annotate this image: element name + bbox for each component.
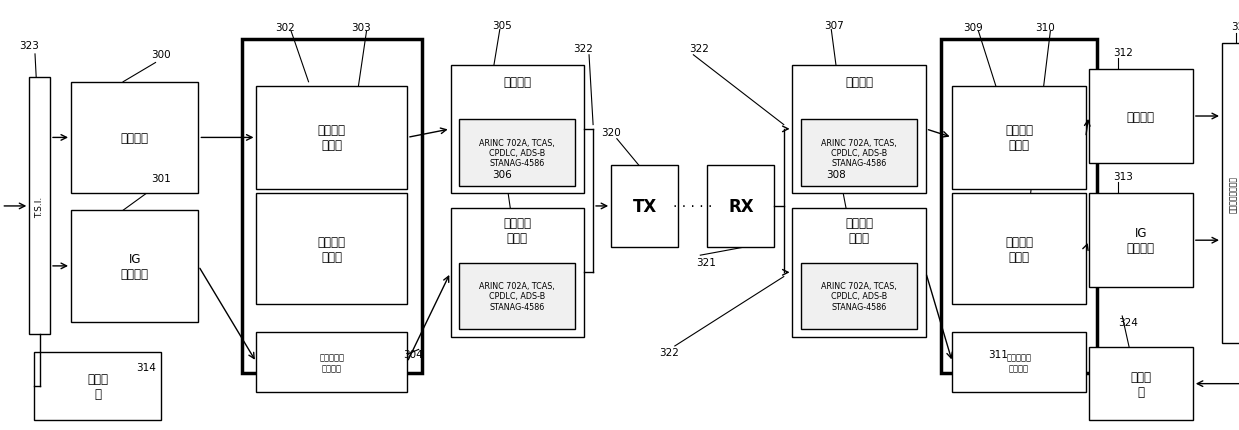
Text: IG
配置参数: IG 配置参数 [120, 252, 149, 280]
Bar [1222, 44, 1239, 343]
Text: 飞机意
图: 飞机意 图 [1130, 370, 1151, 398]
Text: 飞行计划
编码器: 飞行计划 编码器 [317, 124, 346, 152]
Bar [793, 65, 926, 194]
Text: 飞行意图: 飞行意图 [1126, 110, 1155, 123]
Text: 313: 313 [1114, 172, 1134, 181]
Text: 308: 308 [826, 169, 846, 179]
Text: T.S.I.: T.S.I. [35, 196, 45, 217]
Text: 320: 320 [601, 128, 621, 138]
Text: 飞行计划: 飞行计划 [845, 76, 873, 89]
Text: TX: TX [633, 197, 657, 215]
Bar [802, 120, 917, 186]
Text: 309: 309 [963, 23, 983, 33]
Bar [33, 352, 161, 420]
Text: 321: 321 [696, 257, 716, 267]
Text: ARINC 702A, TCAS,
CPDLC, ADS-B
STANAG-4586: ARINC 702A, TCAS, CPDLC, ADS-B STANAG-45… [821, 281, 897, 311]
Text: 高图生成基础架构: 高图生成基础架构 [1229, 175, 1238, 212]
Bar [953, 87, 1085, 189]
Text: 301: 301 [151, 174, 171, 184]
Text: 324: 324 [1118, 318, 1137, 328]
Bar [1089, 194, 1193, 288]
Text: 304: 304 [403, 349, 422, 359]
Bar [242, 40, 421, 373]
Text: ARINC 702A, TCAS,
CPDLC, ADS-B
STANAG-4586: ARINC 702A, TCAS, CPDLC, ADS-B STANAG-45… [479, 281, 555, 311]
Text: 310: 310 [1035, 23, 1054, 33]
Bar [71, 83, 198, 194]
Text: RX: RX [729, 197, 753, 215]
Text: 306: 306 [492, 169, 512, 179]
Bar [256, 87, 408, 189]
Bar [707, 166, 774, 247]
Text: 323: 323 [20, 41, 40, 51]
Text: 飞行计划: 飞行计划 [503, 76, 532, 89]
Text: 314: 314 [136, 362, 156, 372]
Text: 307: 307 [824, 21, 844, 31]
Text: IG
配置参数: IG 配置参数 [1126, 227, 1155, 255]
Text: 用户定义
的字段: 用户定义 的字段 [503, 217, 532, 245]
Bar [451, 65, 584, 194]
Text: 311: 311 [989, 349, 1009, 359]
Bar [451, 209, 584, 337]
Bar [30, 78, 50, 335]
Bar [611, 166, 678, 247]
Text: 303: 303 [351, 23, 370, 33]
Bar [940, 40, 1098, 373]
Bar [953, 194, 1085, 305]
Text: 飞行意图: 飞行意图 [120, 132, 149, 144]
Bar [793, 209, 926, 337]
Text: 302: 302 [275, 23, 295, 33]
Bar [1089, 347, 1193, 420]
Text: 322: 322 [574, 44, 593, 54]
Text: 305: 305 [492, 21, 512, 31]
Bar [1089, 70, 1193, 164]
Text: 用户定义
的字段: 用户定义 的字段 [845, 217, 873, 245]
Bar [256, 194, 408, 305]
Bar [953, 332, 1085, 392]
Text: ARINC 702A, TCAS,
CPDLC, ADS-B
STANAG-4586: ARINC 702A, TCAS, CPDLC, ADS-B STANAG-45… [479, 138, 555, 168]
Text: 飞行意图
解码器: 飞行意图 解码器 [1005, 235, 1033, 263]
Text: · · · · ·: · · · · · [673, 200, 712, 213]
Bar [802, 263, 917, 329]
Text: 飞行计划
解码器: 飞行计划 解码器 [1005, 124, 1033, 152]
Bar [460, 263, 575, 329]
Text: 323: 323 [1232, 22, 1239, 32]
Bar [256, 332, 408, 392]
Text: 322: 322 [659, 347, 679, 358]
Text: 300: 300 [151, 50, 171, 60]
Text: 飞行意图
编码器: 飞行意图 编码器 [317, 235, 346, 263]
Bar [71, 211, 198, 322]
Text: 意图配置参
数解码器: 意图配置参 数解码器 [1006, 353, 1032, 372]
Text: 飞机意
图: 飞机意 图 [87, 372, 108, 400]
Text: 312: 312 [1114, 48, 1134, 58]
Text: ARINC 702A, TCAS,
CPDLC, ADS-B
STANAG-4586: ARINC 702A, TCAS, CPDLC, ADS-B STANAG-45… [821, 138, 897, 168]
Bar [460, 120, 575, 186]
Text: 322: 322 [689, 44, 709, 54]
Text: 意图配置参
数编码器: 意图配置参 数编码器 [320, 353, 344, 372]
